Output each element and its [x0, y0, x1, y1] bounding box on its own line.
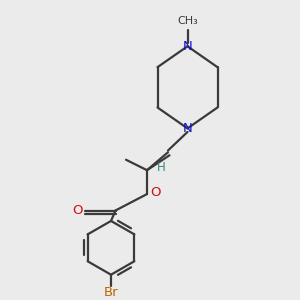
Text: CH₃: CH₃: [177, 16, 198, 26]
Text: O: O: [72, 204, 82, 217]
Text: N: N: [183, 122, 192, 135]
Text: H: H: [157, 161, 166, 174]
Text: N: N: [183, 40, 192, 53]
Text: O: O: [150, 186, 161, 199]
Text: Br: Br: [104, 286, 118, 298]
